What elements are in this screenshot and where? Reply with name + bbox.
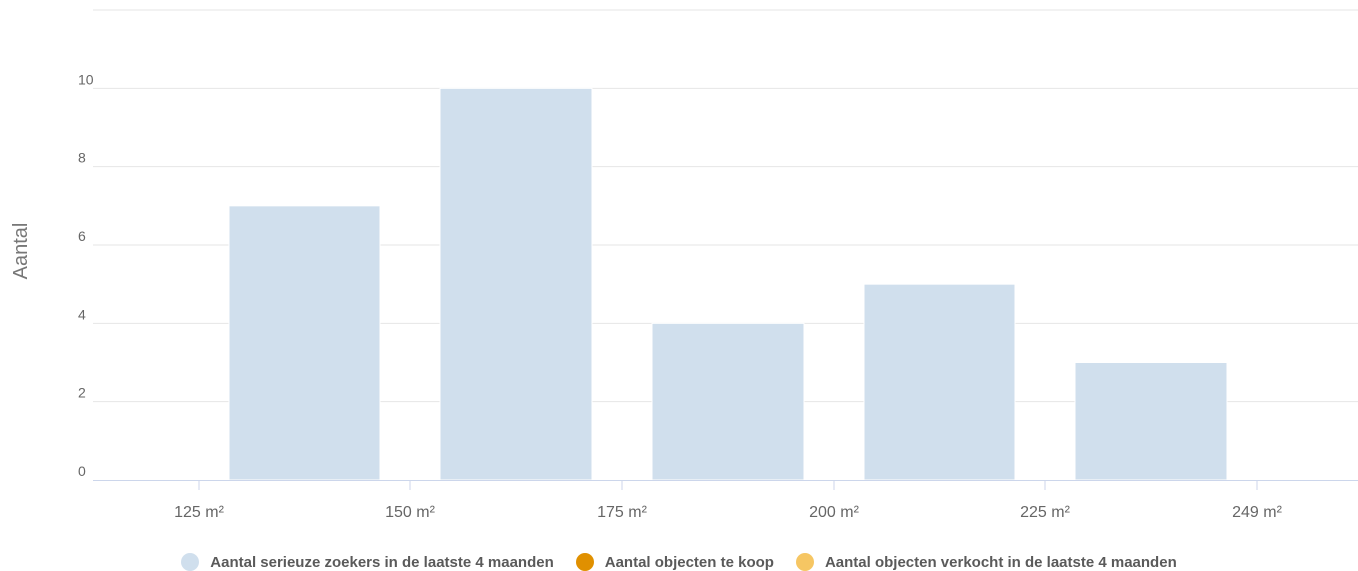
legend-item[interactable]: Aantal objecten verkocht in de laatste 4… (795, 553, 1177, 571)
legend-marker-icon (575, 553, 594, 571)
legend-item[interactable]: Aantal serieuze zoekers in de laatste 4 … (181, 553, 554, 571)
bar-chart: 0 2 4 6 8 10 125 m² 150 m² 175 m² 200 m² 225 m² 24… (10, 9, 1358, 521)
bar[interactable] (863, 283, 1016, 481)
x-tick-label: 125 m² (174, 504, 224, 521)
y-tick-label: 8 (78, 150, 86, 166)
bar[interactable] (439, 87, 593, 481)
bar[interactable] (1074, 362, 1228, 481)
bar-series (228, 87, 1228, 481)
y-tick-label: 4 (78, 306, 86, 322)
legend: Aantal serieuze zoekers in de laatste 4 … (0, 553, 1358, 571)
x-tick-label: 150 m² (385, 504, 435, 521)
y-axis-ticks: 0 2 4 6 8 10 (78, 71, 94, 479)
x-tick-label: 200 m² (809, 504, 859, 521)
legend-label: Aantal objecten verkocht in de laatste 4… (824, 553, 1177, 571)
bar[interactable] (228, 205, 381, 481)
y-tick-label: 6 (78, 228, 86, 244)
legend-item[interactable]: Aantal objecten te koop (575, 553, 774, 571)
x-tick-label: 249 m² (1232, 504, 1282, 521)
y-tick-label: 2 (78, 385, 86, 401)
legend-label: Aantal objecten te koop (604, 553, 774, 571)
legend-marker-icon (181, 553, 200, 571)
x-axis-ticks: 125 m² 150 m² 175 m² 200 m² 225 m² 249 m² (174, 480, 1283, 521)
x-tick-label: 225 m² (1020, 504, 1070, 521)
legend-label: Aantal serieuze zoekers in de laatste 4 … (210, 553, 554, 571)
x-tick-label: 175 m² (597, 504, 647, 521)
bar[interactable] (651, 322, 805, 481)
legend-marker-icon (795, 553, 814, 571)
y-axis-title: Aantal (10, 223, 32, 280)
y-tick-label: 0 (78, 463, 86, 479)
y-tick-label: 10 (78, 71, 94, 87)
